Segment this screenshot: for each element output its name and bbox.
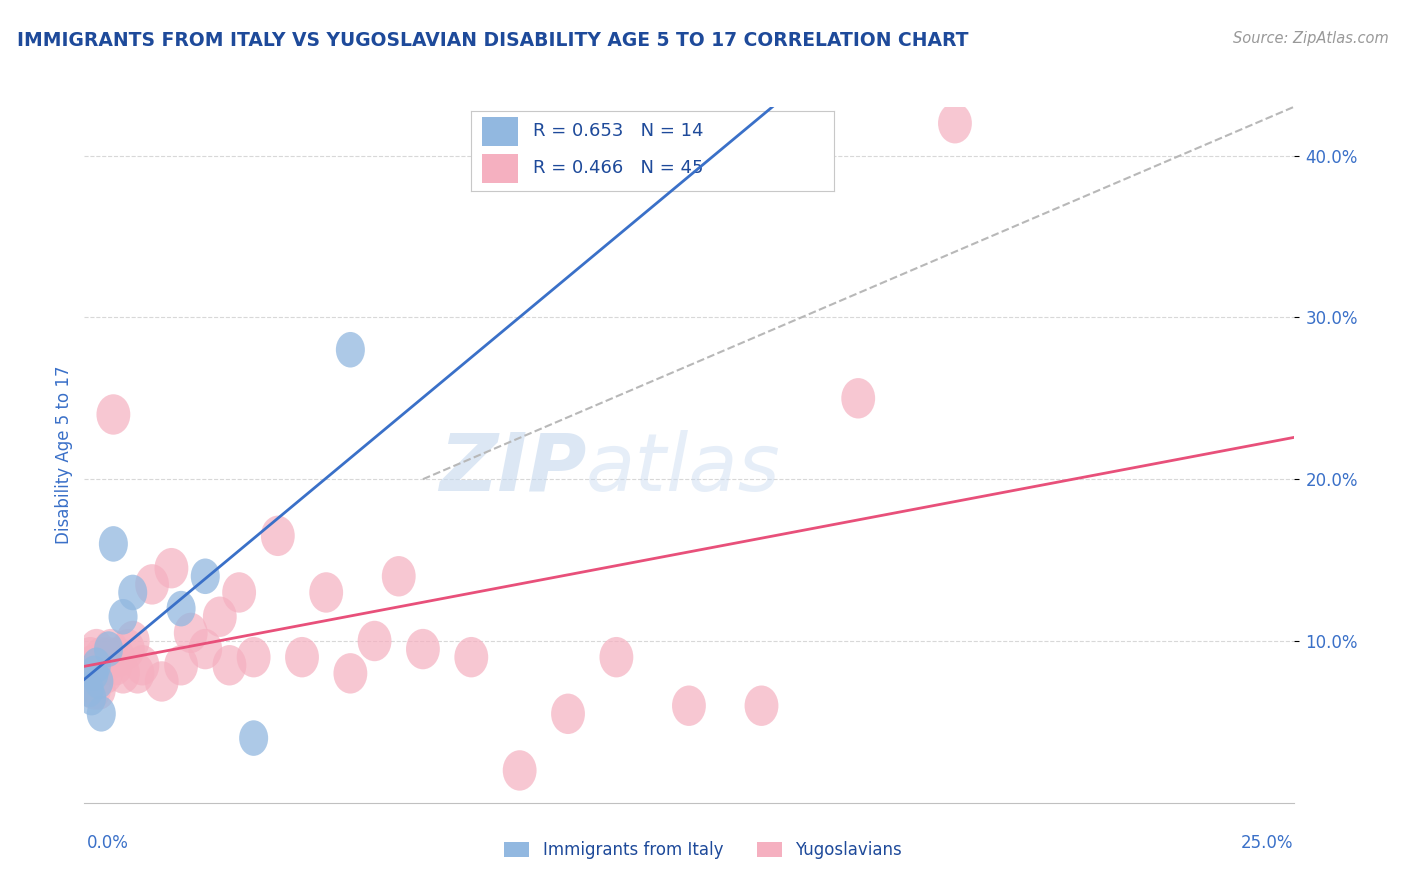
Ellipse shape (336, 332, 366, 368)
Ellipse shape (222, 573, 256, 613)
Ellipse shape (105, 653, 141, 694)
Ellipse shape (72, 653, 105, 694)
Ellipse shape (80, 629, 114, 669)
Ellipse shape (98, 645, 132, 685)
Ellipse shape (73, 637, 107, 677)
Ellipse shape (111, 629, 145, 669)
Ellipse shape (191, 558, 219, 594)
Text: IMMIGRANTS FROM ITALY VS YUGOSLAVIAN DISABILITY AGE 5 TO 17 CORRELATION CHART: IMMIGRANTS FROM ITALY VS YUGOSLAVIAN DIS… (17, 31, 969, 50)
Text: Source: ZipAtlas.com: Source: ZipAtlas.com (1233, 31, 1389, 46)
Ellipse shape (938, 103, 972, 144)
Text: ZIP: ZIP (439, 430, 586, 508)
Ellipse shape (82, 648, 111, 683)
Ellipse shape (94, 632, 124, 667)
Ellipse shape (236, 637, 270, 677)
Text: 25.0%: 25.0% (1241, 834, 1294, 852)
Ellipse shape (97, 394, 131, 434)
Ellipse shape (77, 680, 105, 715)
Text: 0.0%: 0.0% (87, 834, 129, 852)
Ellipse shape (165, 645, 198, 685)
Ellipse shape (98, 526, 128, 562)
Ellipse shape (406, 629, 440, 669)
Ellipse shape (503, 750, 537, 790)
Ellipse shape (87, 696, 115, 731)
Ellipse shape (82, 669, 115, 710)
Ellipse shape (285, 637, 319, 677)
Ellipse shape (77, 669, 111, 710)
Ellipse shape (239, 720, 269, 756)
Ellipse shape (108, 599, 138, 634)
Ellipse shape (841, 378, 875, 418)
Ellipse shape (382, 556, 416, 597)
Ellipse shape (309, 573, 343, 613)
Ellipse shape (166, 591, 195, 626)
Ellipse shape (135, 564, 169, 605)
Text: atlas: atlas (586, 430, 780, 508)
Ellipse shape (84, 664, 114, 699)
Ellipse shape (174, 613, 208, 653)
Y-axis label: Disability Age 5 to 17: Disability Age 5 to 17 (55, 366, 73, 544)
Ellipse shape (121, 653, 155, 694)
Ellipse shape (75, 645, 108, 685)
Ellipse shape (75, 672, 104, 707)
Ellipse shape (454, 637, 488, 677)
Legend: Immigrants from Italy, Yugoslavians: Immigrants from Italy, Yugoslavians (498, 835, 908, 866)
Ellipse shape (551, 694, 585, 734)
Ellipse shape (155, 548, 188, 589)
Ellipse shape (599, 637, 633, 677)
Ellipse shape (125, 645, 159, 685)
Ellipse shape (145, 661, 179, 702)
Ellipse shape (262, 516, 295, 556)
Ellipse shape (84, 637, 118, 677)
Ellipse shape (89, 653, 124, 694)
Ellipse shape (91, 637, 125, 677)
Ellipse shape (87, 645, 121, 685)
Ellipse shape (80, 656, 108, 691)
Ellipse shape (745, 685, 779, 726)
Ellipse shape (94, 629, 128, 669)
Ellipse shape (212, 645, 246, 685)
Ellipse shape (333, 653, 367, 694)
Ellipse shape (115, 621, 149, 661)
Ellipse shape (202, 597, 236, 637)
Ellipse shape (357, 621, 391, 661)
Ellipse shape (101, 637, 135, 677)
Ellipse shape (672, 685, 706, 726)
Ellipse shape (70, 661, 104, 702)
Ellipse shape (118, 574, 148, 610)
Ellipse shape (188, 629, 222, 669)
